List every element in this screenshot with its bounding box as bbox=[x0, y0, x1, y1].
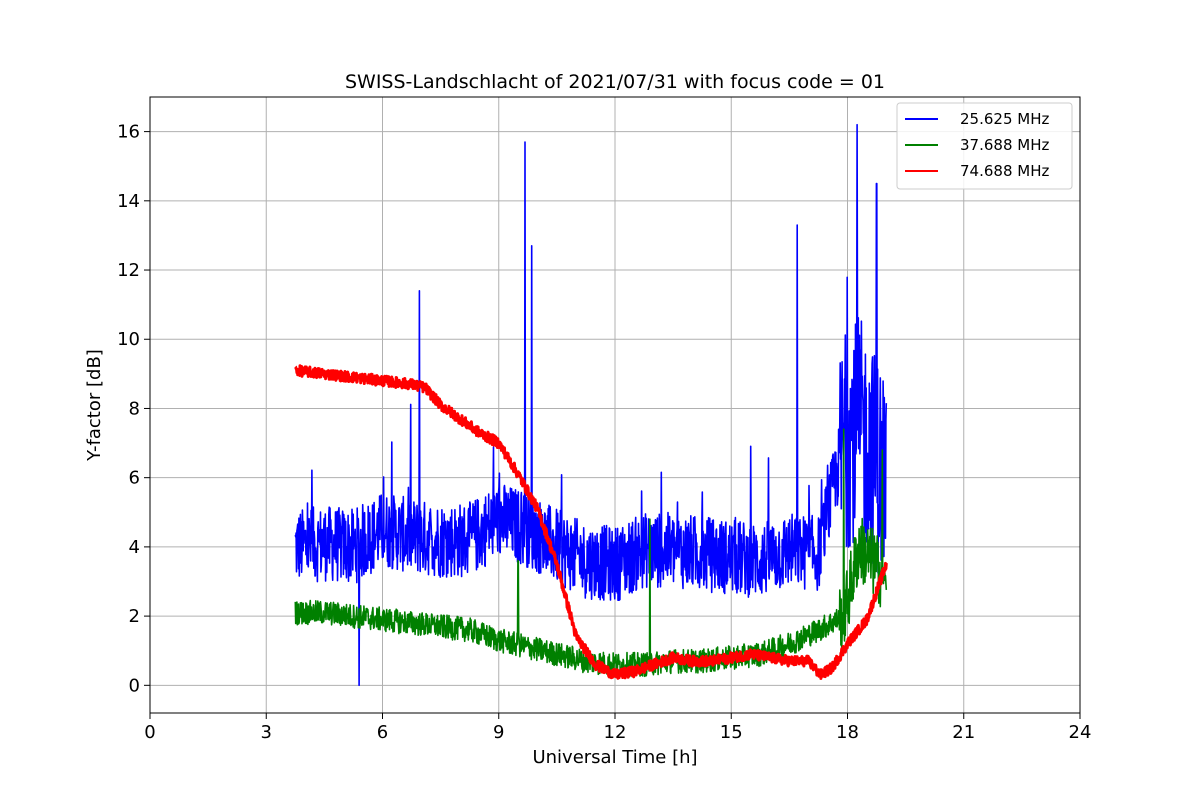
y-tick-label: 4 bbox=[129, 537, 140, 558]
y-tick-label: 2 bbox=[129, 606, 140, 627]
y-tick-label: 12 bbox=[117, 260, 140, 281]
y-tick-label: 6 bbox=[129, 468, 140, 489]
x-tick-label: 15 bbox=[720, 722, 743, 743]
y-tick-label: 0 bbox=[129, 675, 140, 696]
x-tick-label: 9 bbox=[493, 722, 504, 743]
x-tick-label: 3 bbox=[261, 722, 272, 743]
series-line-74-688-mhz bbox=[294, 364, 888, 680]
legend-label-series-2: 37.688 MHz bbox=[960, 136, 1049, 154]
y-axis-label: Y-factor [dB] bbox=[84, 349, 105, 462]
x-tick-label: 21 bbox=[952, 722, 975, 743]
legend-box bbox=[896, 102, 1073, 190]
x-tick-label: 6 bbox=[377, 722, 388, 743]
x-tick-label: 18 bbox=[836, 722, 859, 743]
plot-series bbox=[294, 123, 888, 687]
x-axis-label: Universal Time [h] bbox=[532, 747, 697, 768]
y-tick-label: 16 bbox=[117, 122, 140, 143]
x-tick-label: 24 bbox=[1069, 722, 1092, 743]
legend-label-series-3: 74.688 MHz bbox=[960, 162, 1049, 180]
y-tick-label: 8 bbox=[129, 398, 140, 419]
legend: 25.625 MHz 37.688 MHz 74.688 MHz bbox=[896, 102, 1073, 190]
y-tick-label: 14 bbox=[117, 191, 140, 212]
x-tick-label: 0 bbox=[144, 722, 155, 743]
chart-title: SWISS-Landschlacht of 2021/07/31 with fo… bbox=[345, 71, 885, 93]
x-tick-label: 12 bbox=[604, 722, 627, 743]
y-tick-label: 10 bbox=[117, 329, 140, 350]
legend-label-series-1: 25.625 MHz bbox=[960, 110, 1049, 128]
series-line-25-625-mhz bbox=[294, 123, 888, 687]
